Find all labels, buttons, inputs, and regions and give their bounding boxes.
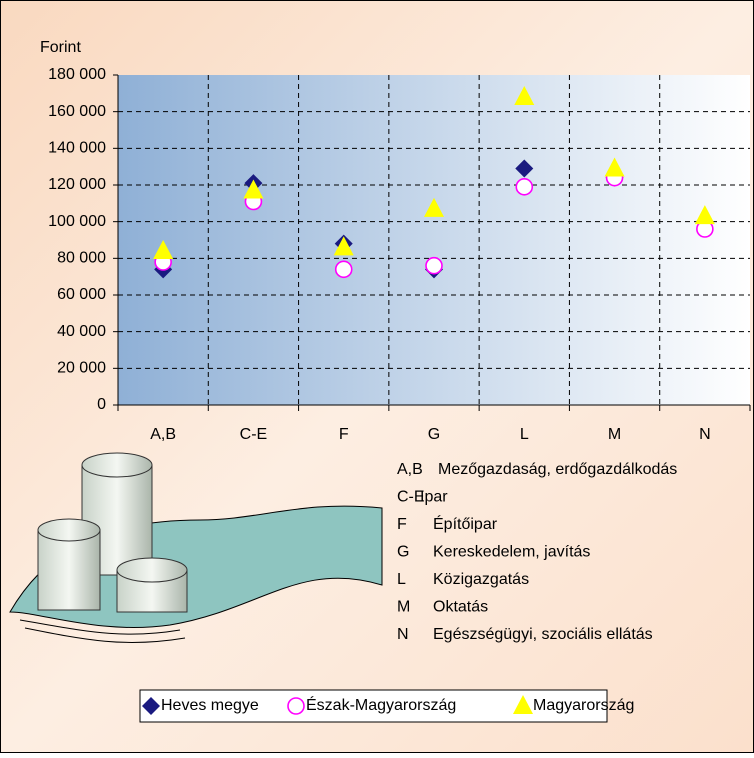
x-tick-label: A,B: [150, 426, 176, 443]
note-text: Kereskedelem, javítás: [433, 544, 590, 561]
marker: [334, 260, 353, 279]
marker: [424, 197, 444, 217]
x-tick-label: G: [428, 426, 440, 443]
note-text: Építőipar: [433, 514, 498, 533]
marker: [604, 157, 625, 177]
legend-marker: [142, 697, 160, 715]
y-tick-label: 120 000: [48, 176, 106, 193]
legend-marker: [287, 697, 305, 715]
legend-label: Heves megye: [161, 697, 259, 714]
x-tick-label: N: [699, 426, 711, 443]
y-tick-label: 160 000: [48, 103, 106, 120]
y-tick-label: 40 000: [57, 323, 106, 340]
marker: [694, 205, 715, 225]
note-text: Oktatás: [433, 599, 488, 616]
note-text: Egészségügyi, szociális ellátás: [433, 626, 653, 643]
marker: [425, 256, 443, 275]
y-axis-label: Forint: [40, 39, 81, 56]
marker: [515, 178, 534, 196]
note-text: Mezőgazdaság, erdőgazdálkodás: [438, 461, 677, 478]
legend: [139, 689, 608, 723]
plot-area: [118, 75, 750, 405]
x-tick-label: F: [339, 426, 349, 443]
note-code: C-E: [397, 489, 425, 506]
y-tick-label: 0: [97, 396, 106, 413]
x-tick-label: M: [608, 426, 621, 443]
y-tick-label: 100 000: [48, 213, 106, 230]
note-text: Közigazgatás: [433, 571, 529, 588]
note-code: G: [397, 544, 409, 561]
marker: [333, 236, 354, 256]
note-text: Ipar: [420, 489, 448, 506]
x-tick-label: L: [520, 426, 529, 443]
y-tick-label: 80 000: [57, 250, 106, 267]
y-tick-label: 60 000: [57, 286, 106, 303]
note-code: F: [397, 516, 407, 533]
y-tick-label: 180 000: [48, 66, 106, 83]
legend-label: Magyarország: [533, 697, 634, 714]
x-tick-label: C-E: [240, 426, 268, 443]
y-tick-label: 140 000: [48, 140, 106, 157]
note-code: A,B: [397, 461, 423, 478]
note-code: N: [397, 626, 409, 643]
note-code: L: [397, 571, 406, 588]
coins-illustration: [9, 452, 383, 644]
legend-marker: [513, 695, 533, 714]
legend-label: Észak-Magyarország: [306, 695, 456, 714]
marker: [514, 86, 535, 105]
marker: [515, 159, 534, 178]
marker: [153, 240, 174, 259]
marker: [243, 179, 264, 199]
note-code: M: [397, 599, 410, 616]
y-tick-label: 20 000: [57, 360, 106, 377]
